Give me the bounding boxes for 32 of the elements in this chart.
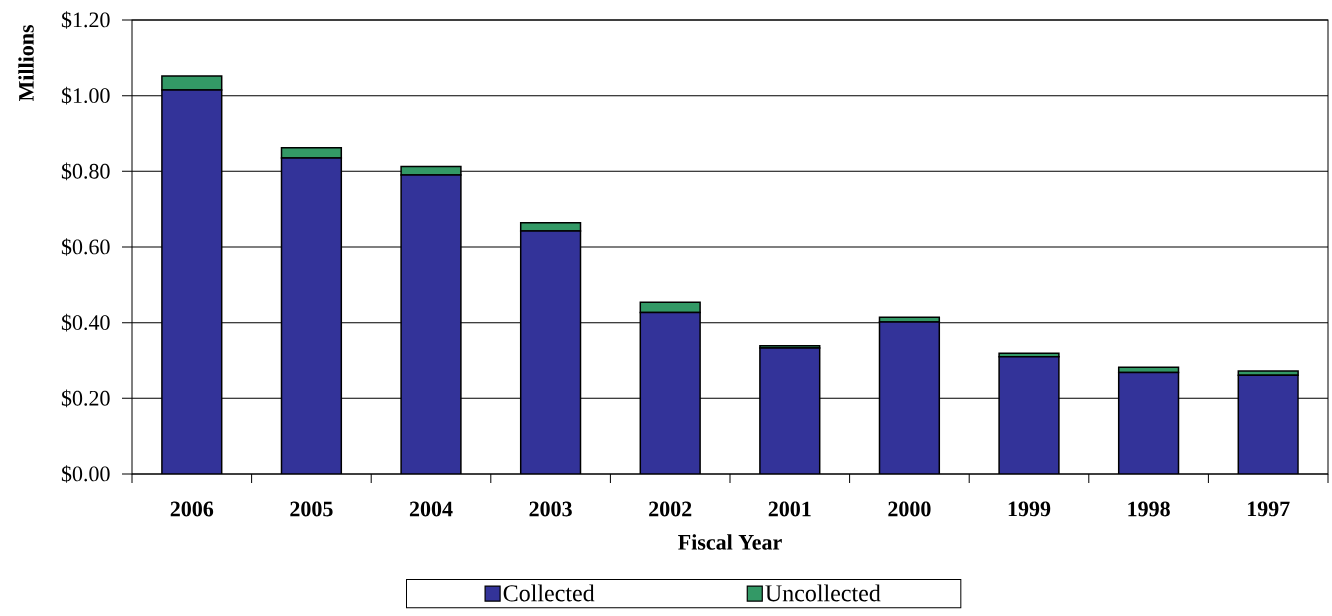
bar xyxy=(400,174,462,474)
x-tick-label: 2000 xyxy=(888,501,931,517)
bar xyxy=(639,311,701,474)
y-tick-label: $1.00 xyxy=(61,86,110,105)
x-tick-label: 1998 xyxy=(1128,501,1170,517)
x-tick-label: 2005 xyxy=(290,501,333,517)
bar xyxy=(639,301,701,314)
y-tick-label: $0.40 xyxy=(61,313,110,332)
x-tick-label: 2004 xyxy=(409,501,453,517)
y-tick-label: $0.60 xyxy=(61,238,110,256)
legend-label: Uncollected xyxy=(765,584,881,602)
x-tick-label: 2006 xyxy=(170,501,214,517)
x-tick-label: 2003 xyxy=(529,501,572,517)
x-tick-label: 2002 xyxy=(649,501,692,517)
y-tick-label: $1.20 xyxy=(61,11,110,29)
y-tick-label: $0.00 xyxy=(61,465,110,483)
bar xyxy=(519,230,582,474)
bar xyxy=(878,321,941,474)
bar xyxy=(1117,371,1180,474)
x-tick-label: 1999 xyxy=(1008,501,1051,517)
x-tick-label: 2001 xyxy=(768,501,811,517)
bar xyxy=(998,355,1060,474)
y-tick-label: $0.80 xyxy=(61,162,110,181)
bar xyxy=(161,89,223,474)
x-tick-label: 1997 xyxy=(1247,501,1290,517)
bar xyxy=(759,347,821,474)
legend-label: Collected xyxy=(503,584,595,602)
x-axis-title: Fiscal Year xyxy=(678,534,782,550)
bar xyxy=(1237,374,1299,474)
y-axis-title: Millions xyxy=(18,25,34,102)
bar xyxy=(280,157,343,474)
y-tick-label: $0.20 xyxy=(61,389,110,408)
